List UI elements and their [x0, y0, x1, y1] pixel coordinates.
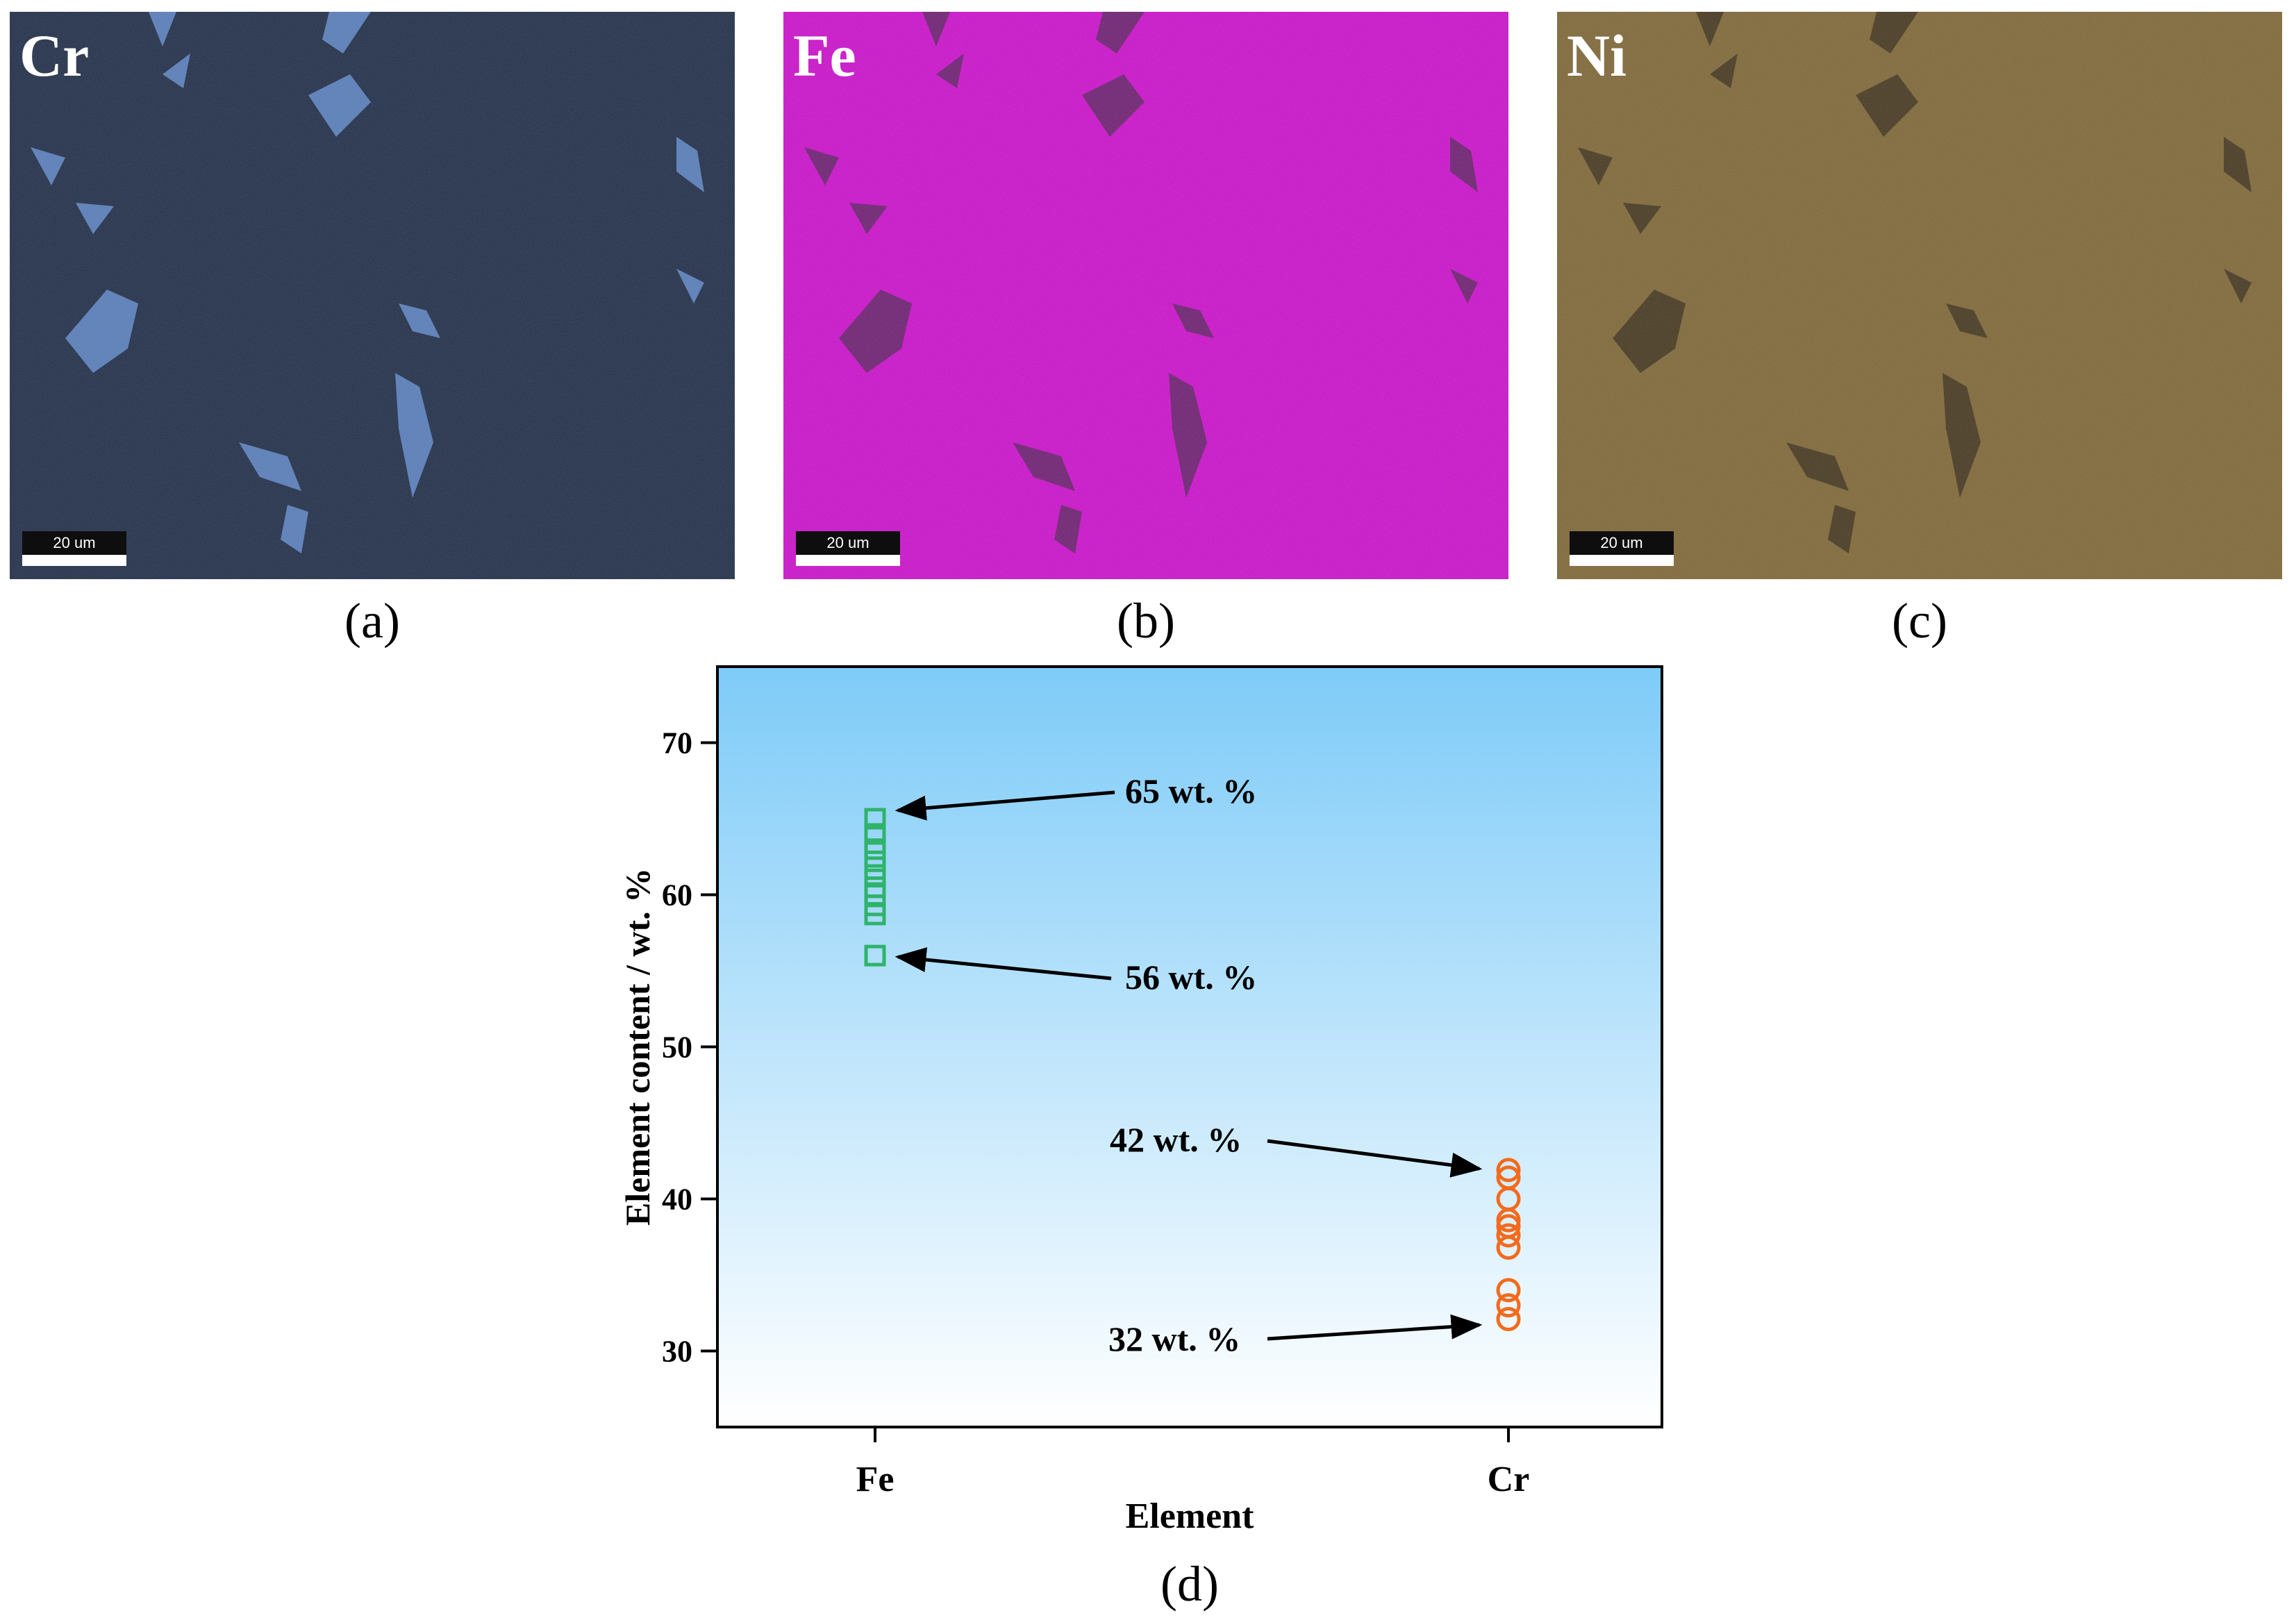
caption-a: (a): [344, 593, 400, 649]
scale-bar-cr: 20 um: [22, 531, 126, 567]
eds-map-fe-image: [783, 12, 1508, 579]
element-label-fe: Fe: [793, 22, 856, 89]
x-axis-label: Element: [1126, 1496, 1255, 1536]
y-tick-label: 30: [662, 1335, 692, 1369]
eds-map-cr-image: [10, 12, 735, 579]
eds-map-cr: Cr 20 um: [10, 12, 735, 579]
scale-bar-fe: 20 um: [796, 531, 900, 567]
data-point-fe: [864, 876, 886, 899]
annotation-arrow: [895, 790, 1115, 821]
scale-bar-label-ni: 20 um: [1570, 531, 1674, 555]
annotation-label: 65 wt. %: [1125, 772, 1257, 810]
data-point-cr: [1496, 1223, 1521, 1248]
y-tick-label: 40: [662, 1183, 692, 1217]
annotation-arrow: [1267, 1314, 1483, 1341]
eds-map-ni-image: [1557, 12, 2282, 579]
data-point-fe: [864, 808, 886, 830]
eds-map-fe: Fe 20 um: [783, 12, 1508, 579]
data-point-cr: [1496, 1307, 1521, 1332]
data-point-cr: [1496, 1158, 1521, 1183]
data-point-fe: [864, 864, 886, 886]
annotation-label: 42 wt. %: [1110, 1120, 1242, 1159]
x-tick-label: Fe: [856, 1460, 895, 1499]
y-tick-label: 50: [662, 1031, 692, 1065]
y-tick-label: 60: [662, 878, 692, 912]
scale-bar-ni: 20 um: [1570, 531, 1674, 567]
plot-frame: [716, 665, 1663, 1428]
element-label-cr: Cr: [19, 22, 90, 89]
caption-b: (b): [1117, 593, 1175, 649]
data-point-cr: [1496, 1293, 1521, 1318]
y-axis-label: Element content / wt. %: [618, 868, 657, 1226]
data-point-fe: [864, 823, 886, 845]
annotation-label: 32 wt. %: [1108, 1319, 1240, 1358]
y-tick-label: 70: [662, 726, 692, 760]
data-point-fe: [864, 838, 886, 860]
data-point-cr: [1496, 1278, 1521, 1303]
annotation-arrow: [1267, 1139, 1483, 1178]
eds-map-ni: Ni 20 um: [1557, 12, 2282, 579]
scale-bar-label-fe: 20 um: [796, 531, 900, 555]
scale-bar-label-cr: 20 um: [22, 531, 126, 555]
annotation-label: 56 wt. %: [1125, 958, 1257, 996]
x-tick-label: Cr: [1488, 1460, 1530, 1499]
data-point-fe: [864, 944, 886, 967]
data-point-fe: [864, 850, 886, 872]
element-label-ni: Ni: [1567, 22, 1627, 89]
annotation-arrow: [895, 947, 1112, 981]
data-point-cr: [1496, 1165, 1521, 1190]
caption-d: (d): [1161, 1556, 1219, 1612]
caption-c: (c): [1892, 593, 1947, 649]
